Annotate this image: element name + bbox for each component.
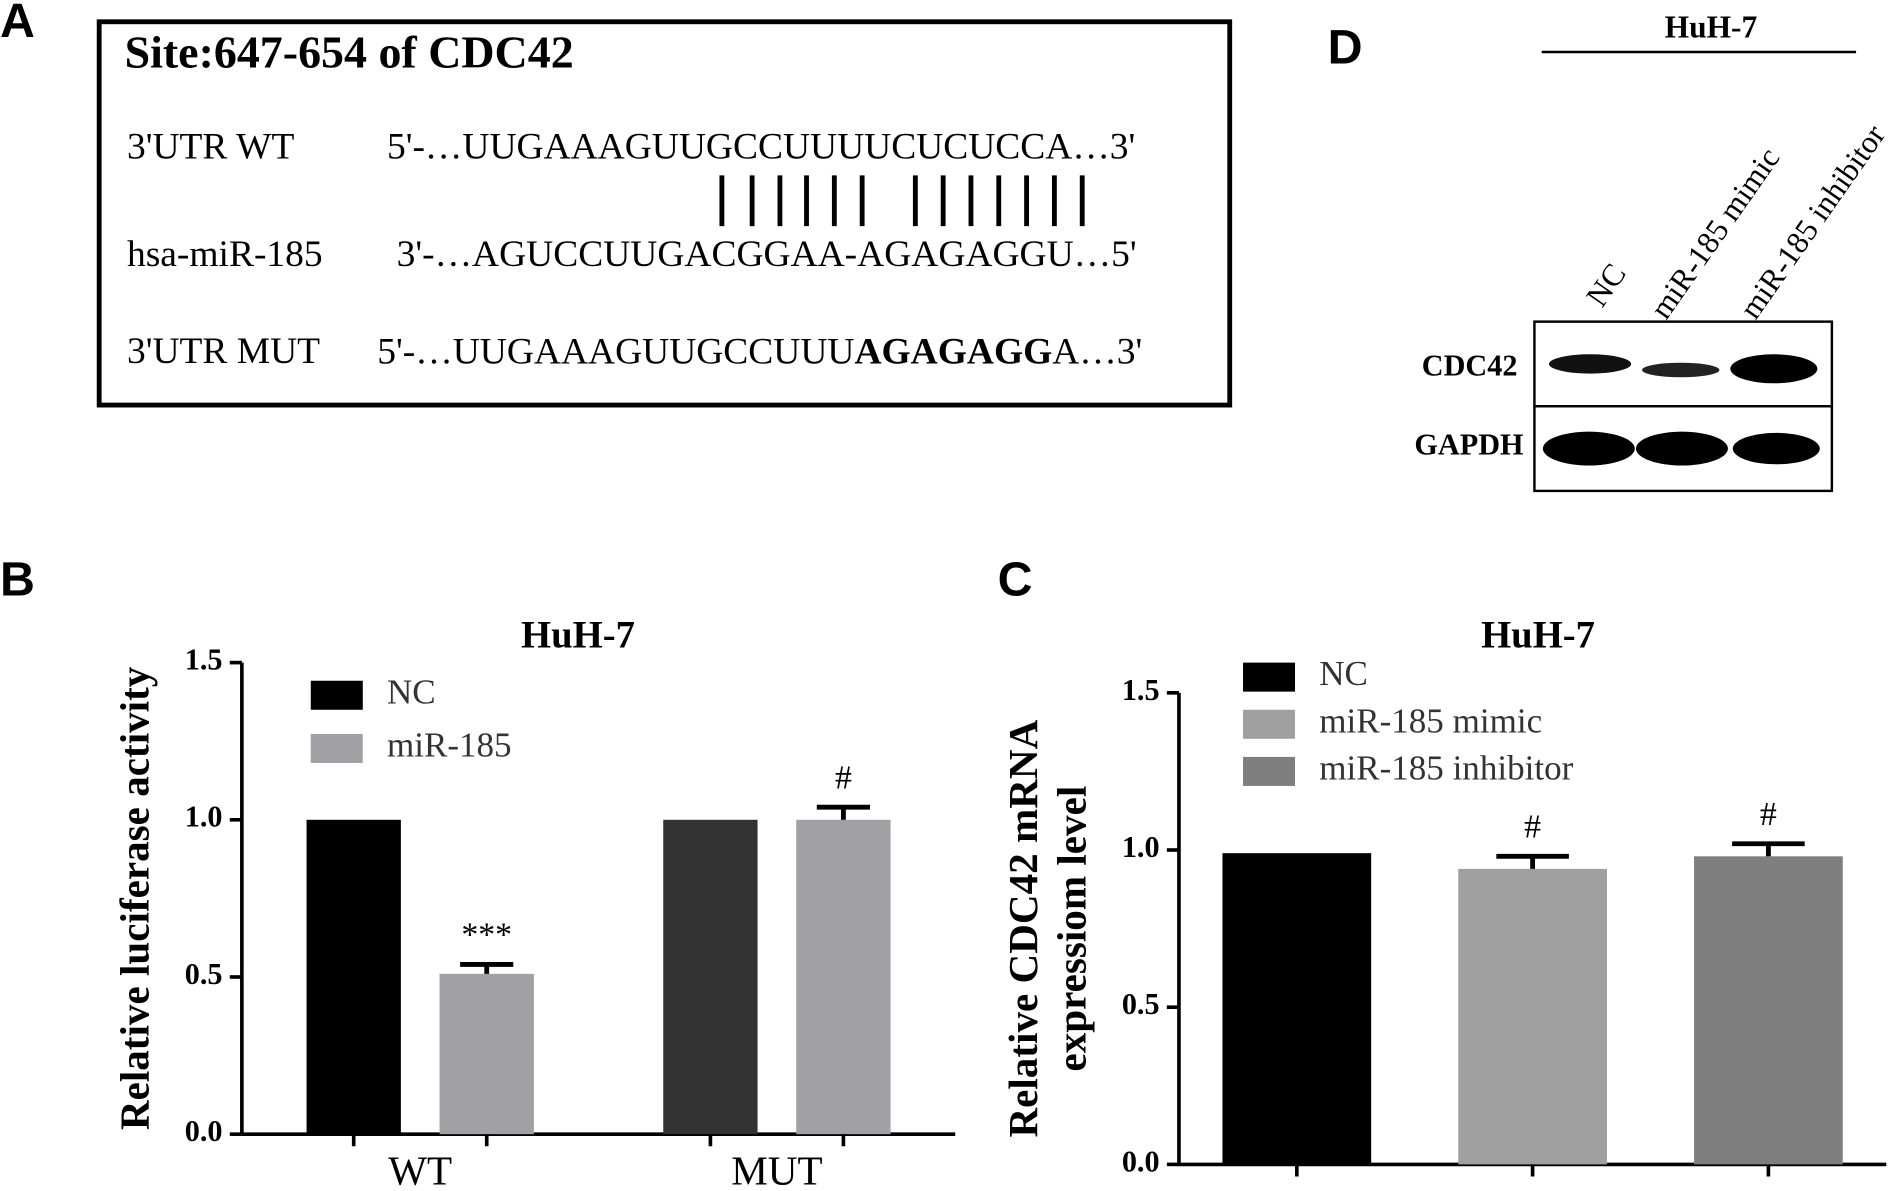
legend-label: miR-185 inhibitor (1319, 748, 1573, 787)
chart-title: HuH-7 (1481, 614, 1595, 656)
legend-swatch (310, 733, 363, 763)
chart-title: HuH-7 (521, 614, 635, 656)
bar (663, 819, 758, 1135)
sequence-box (96, 19, 1233, 408)
x-tick-label: MUT (731, 1148, 822, 1191)
band (1542, 431, 1635, 466)
x-tick-label: WT (388, 1148, 452, 1191)
bar (306, 819, 401, 1135)
y-tick-label: 0.0 (185, 1114, 223, 1148)
bar (796, 819, 891, 1135)
sequence: 5'-…UUGAAAGUUGCCUUUUCUCUCCA…3' (387, 127, 1135, 168)
y-axis-label: Relative CDC42 mRNA (1000, 719, 1046, 1137)
y-tick-label: 0.5 (185, 957, 223, 991)
blot-title: HuH-7 (1665, 9, 1758, 44)
band (1642, 362, 1720, 378)
legend-label: miR-185 mimic (1319, 701, 1542, 740)
protein-label: CDC42 (1422, 349, 1518, 383)
y-tick-label: 1.0 (185, 800, 223, 834)
y-axis-label: Relative luciferase activity (112, 666, 158, 1130)
panel-label: B (0, 553, 35, 607)
band (1635, 431, 1728, 466)
panel-label: D (1328, 21, 1363, 75)
row-label: 3'UTR WT (127, 127, 294, 168)
bar (1222, 853, 1372, 1165)
significance-label: # (835, 759, 852, 796)
significance-label: # (1760, 796, 1777, 833)
charts: HuH-7 Relative luciferase activity 0.0 0.5 1… (112, 614, 1887, 1191)
sequence-part: 5'-…UUGAAAGUUGCCUUU (377, 331, 854, 372)
band (1732, 432, 1820, 465)
mutated-part: AGAGAGG (854, 331, 1052, 372)
bar (1458, 868, 1607, 1165)
legend-swatch (1243, 756, 1296, 786)
legend-swatch (310, 680, 363, 710)
band (1730, 354, 1818, 384)
protein-label: GAPDH (1414, 427, 1523, 461)
y-tick-label: 1.0 (1122, 830, 1160, 864)
base-pairs (719, 175, 1085, 227)
sequence-part: A…3' (1052, 331, 1142, 372)
lane-label: NC (1579, 257, 1633, 313)
y-tick-label: 0.5 (1122, 987, 1160, 1021)
row-label: hsa-miR-185 (127, 234, 323, 275)
y-tick-label: 0.0 (1122, 1144, 1160, 1178)
y-axis-label: expressiom level (1049, 786, 1095, 1072)
bar (439, 973, 534, 1135)
legend-label: miR-185 (387, 726, 512, 765)
sequence-title: Site:647-654 of CDC42 (125, 26, 574, 77)
y-tick-label: 1.5 (185, 643, 223, 677)
legend-swatch (1243, 662, 1296, 692)
legend-swatch (1243, 709, 1296, 739)
sequence: 3'-…AGUCCUUGACGGAA-AGAGAGGU…5' (397, 234, 1137, 275)
legend-label: NC (387, 672, 436, 711)
row-label: 3'UTR MUT (127, 331, 320, 372)
y-tick-label: 1.5 (1122, 673, 1160, 707)
band (1548, 354, 1632, 374)
legend-label: NC (1319, 654, 1368, 693)
significance-label: *** (461, 917, 512, 954)
panel-label: C (998, 553, 1033, 607)
sequence: 5'-…UUGAAAGUUGCCUUUAGAGAGGA…3' (377, 331, 1142, 372)
panel-label: A (0, 0, 35, 48)
significance-label: # (1524, 808, 1541, 845)
bar (1694, 856, 1843, 1165)
